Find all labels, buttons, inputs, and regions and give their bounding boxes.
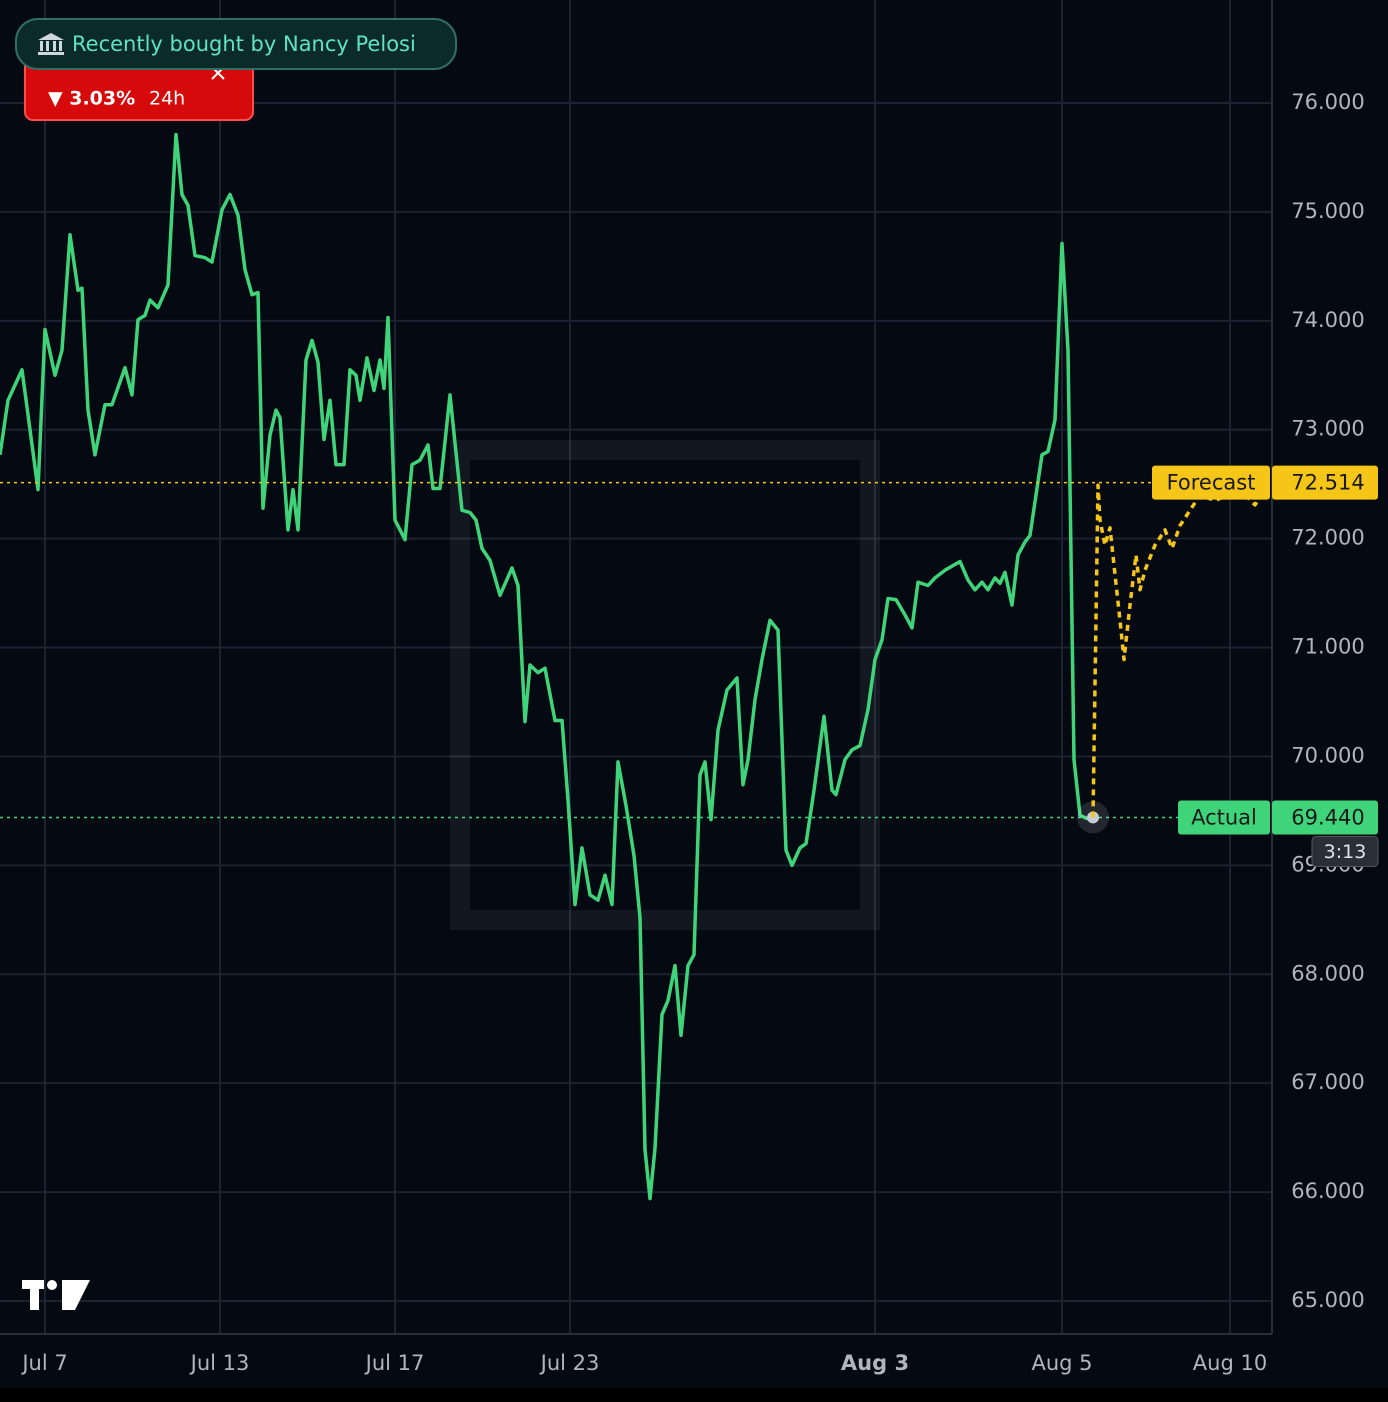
banner: Recently bought by Nancy Pelosi: [15, 18, 457, 70]
banner-bg: [15, 18, 457, 70]
x-tick-label: Aug 5: [1031, 1351, 1092, 1375]
change-text: ▼ 3.03%: [48, 88, 135, 110]
tag-value-bg: [1272, 800, 1378, 835]
change-period: 24h: [149, 88, 185, 110]
tag-name: Actual: [1191, 805, 1257, 829]
x-tick-label: Aug 10: [1193, 1351, 1267, 1375]
tag-value: 72.514: [1291, 471, 1364, 495]
banner-text: Recently bought by Nancy Pelosi: [72, 32, 416, 56]
y-tick-label: 67.000: [1291, 1070, 1364, 1094]
countdown-bg: [1311, 835, 1379, 867]
tag-name: Forecast: [1167, 471, 1256, 495]
y-tick-label: 72.000: [1291, 526, 1364, 550]
tag-value: 69.440: [1291, 805, 1364, 829]
bottom-strip: [0, 1388, 1388, 1402]
y-tick-label: 75.000: [1291, 199, 1364, 223]
x-tick-label: Jul 7: [20, 1351, 67, 1375]
x-tick-label: Jul 13: [189, 1351, 250, 1375]
tag-name-bg: [1178, 800, 1270, 835]
tv-logo: [22, 1280, 90, 1310]
countdown: 3:13: [1324, 841, 1367, 863]
y-tick-label: 73.000: [1291, 417, 1364, 441]
y-tick-label: 66.000: [1291, 1179, 1364, 1203]
x-tick-label: Jul 17: [364, 1351, 425, 1375]
series-line: [0, 132, 1094, 1201]
y-tick-label: 76.000: [1291, 90, 1364, 114]
y-tick-label: 65.000: [1291, 1288, 1364, 1312]
y-tick-label: 70.000: [1291, 743, 1364, 767]
tag-name-bg: [1152, 465, 1270, 500]
y-tick-label: 74.000: [1291, 308, 1364, 332]
bank-icon: [38, 33, 64, 55]
price-tags: Actual 69.440 3:13 Forecast 72.514: [1152, 465, 1379, 867]
x-tick-label: Jul 23: [539, 1351, 600, 1375]
y-tick-label: 68.000: [1291, 961, 1364, 985]
y-tick-label: 71.000: [1291, 635, 1364, 659]
last-point: [1087, 811, 1099, 824]
grid: [0, 0, 1272, 1333]
x-tick-label: Aug 3: [841, 1351, 909, 1375]
tag-value-bg: [1272, 465, 1378, 500]
